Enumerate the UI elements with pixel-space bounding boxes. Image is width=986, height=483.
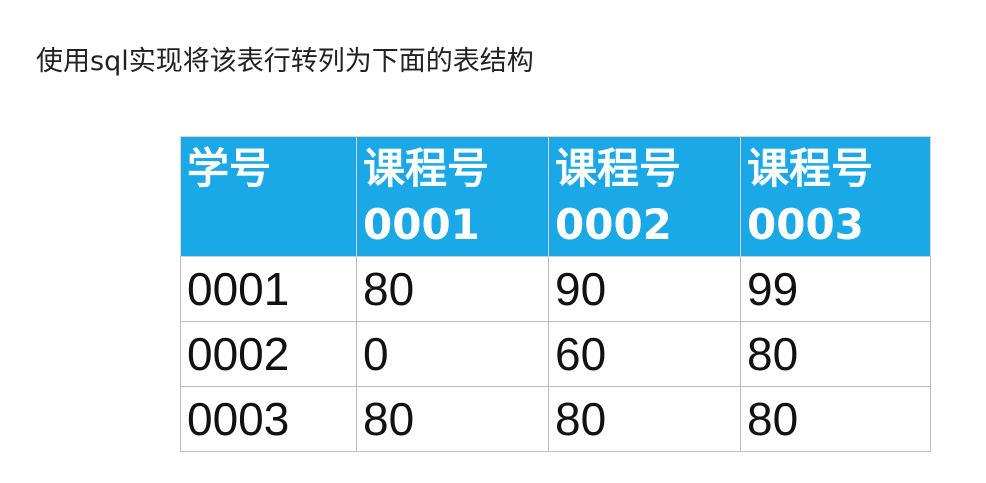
header-cell-course-0002: 课程号 0002 — [548, 136, 741, 257]
header-line-2: 0002 — [555, 200, 672, 249]
header-cell-student-id: 学号 — [180, 136, 357, 257]
table-cell: 99 — [740, 256, 931, 322]
table-cell: 60 — [548, 321, 741, 387]
table-cell: 90 — [548, 256, 741, 322]
question-text: 使用sql实现将该表行转列为下面的表结构 — [36, 46, 534, 77]
table-row: 0001 80 90 99 — [180, 256, 931, 322]
header-cell-course-0003: 课程号 0003 — [740, 136, 931, 257]
header-line-1: 课程号 — [747, 144, 874, 193]
header-line-1: 课程号 — [363, 144, 490, 193]
table-cell: 80 — [740, 321, 931, 387]
header-line-1: 学号 — [187, 144, 272, 193]
table-cell: 0 — [356, 321, 549, 387]
table-cell: 0003 — [180, 386, 357, 452]
header-line-2: 0001 — [363, 200, 480, 249]
table-row: 0002 0 60 80 — [180, 321, 931, 387]
table-cell: 0001 — [180, 256, 357, 322]
header-cell-course-0001: 课程号 0001 — [356, 136, 549, 257]
header-line-1: 课程号 — [555, 144, 682, 193]
table-cell: 80 — [548, 386, 741, 452]
header-row: 学号 课程号 0001 课程号 0002 课程号 0003 — [180, 136, 931, 257]
table-cell: 80 — [740, 386, 931, 452]
table-row: 0003 80 80 80 — [180, 386, 931, 452]
table-cell: 80 — [356, 386, 549, 452]
header-line-2: 0003 — [747, 200, 864, 249]
table-cell: 80 — [356, 256, 549, 322]
result-table: 学号 课程号 0001 课程号 0002 课程号 0003 0001 80 90… — [180, 136, 931, 452]
table-cell: 0002 — [180, 321, 357, 387]
